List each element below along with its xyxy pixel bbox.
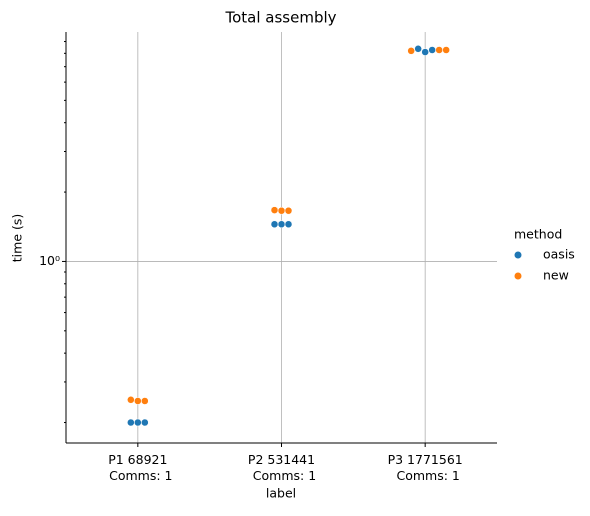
legend-label: oasis [543,247,575,262]
legend-title: method [514,227,562,242]
point [134,418,142,427]
point [277,206,286,215]
x-tick-label: P3 1771561 Comms: 1 [388,452,463,483]
point [141,418,149,427]
point [428,46,436,54]
point [127,418,135,427]
point [414,45,422,53]
point [277,220,286,229]
x-tick-label-line: Comms: 1 [109,468,172,483]
x-tick-label: P2 531441 Comms: 1 [248,452,316,483]
chart-title: Total assembly [224,9,336,27]
legend-marker [514,251,522,259]
point [134,397,142,405]
point [284,206,293,215]
x-tick-label-line: P1 68921 [108,452,167,467]
point [442,46,450,54]
point [127,396,135,404]
point [284,220,293,229]
point [270,220,279,229]
x-tick-label-line: Comms: 1 [253,468,316,483]
point [421,48,429,56]
point [435,46,443,54]
point [270,206,279,214]
legend-marker [514,272,522,280]
y-tick-label: 10⁰ [39,253,60,268]
point [407,47,415,55]
x-tick-label: P1 68921 Comms: 1 [108,452,172,483]
x-tick-label-line: Comms: 1 [396,468,459,483]
y-axis-label: time (s) [10,214,25,262]
x-tick-label-line: P2 531441 [248,452,315,467]
point [141,397,149,405]
x-axis-label: label [266,486,296,501]
x-tick-label-line: P3 1771561 [388,452,463,467]
legend-label: new [543,268,569,283]
